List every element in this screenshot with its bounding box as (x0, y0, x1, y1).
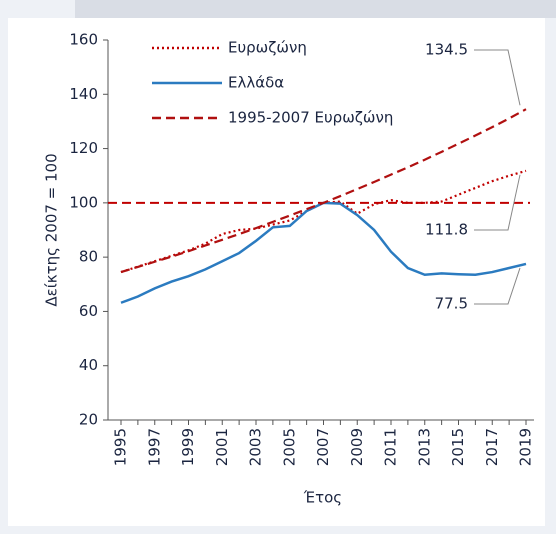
y-tick-label: 40 (79, 356, 98, 374)
x-tick-label: 2001 (213, 428, 231, 466)
annotation-label: 134.5 (425, 41, 468, 59)
x-tick-label: 2011 (382, 428, 400, 466)
x-tick-label: 2019 (517, 428, 535, 466)
y-tick-label: 100 (69, 193, 98, 211)
y-tick-label: 20 (79, 411, 98, 429)
y-tick-label: 80 (79, 248, 98, 266)
x-tick-label: 2015 (449, 428, 467, 466)
legend-label: Ελλάδα (228, 74, 284, 92)
annotation-leader (474, 267, 521, 305)
y-tick-label: 120 (69, 139, 98, 157)
x-tick-label: 2007 (314, 428, 332, 466)
annotation-leader (474, 49, 521, 106)
annotation-label: 77.5 (435, 295, 468, 313)
x-tick-label: 2009 (348, 428, 366, 466)
annotation-leader (474, 174, 521, 231)
x-axis-label: Έτος (303, 489, 342, 507)
y-axis-label: Δείκτης 2007 = 100 (43, 153, 61, 306)
legend-label: 1995-2007 Ευρωζώνη (228, 109, 393, 127)
y-tick-label: 160 (69, 31, 98, 49)
annotation-label: 111.8 (425, 221, 468, 239)
x-tick-label: 2005 (280, 428, 298, 466)
x-tick-label: 1997 (145, 428, 163, 466)
y-tick-label: 60 (79, 302, 98, 320)
legend-label: Ευρωζώνη (228, 39, 307, 57)
x-tick-label: 1995 (112, 428, 130, 466)
y-tick-label: 140 (69, 85, 98, 103)
x-tick-label: 2017 (483, 428, 501, 466)
series-line (120, 108, 527, 274)
panel (8, 18, 545, 526)
x-tick-label: 2003 (247, 428, 265, 466)
top-band (75, 0, 556, 18)
x-tick-label: 1999 (179, 428, 197, 466)
x-tick-label: 2013 (415, 428, 433, 466)
